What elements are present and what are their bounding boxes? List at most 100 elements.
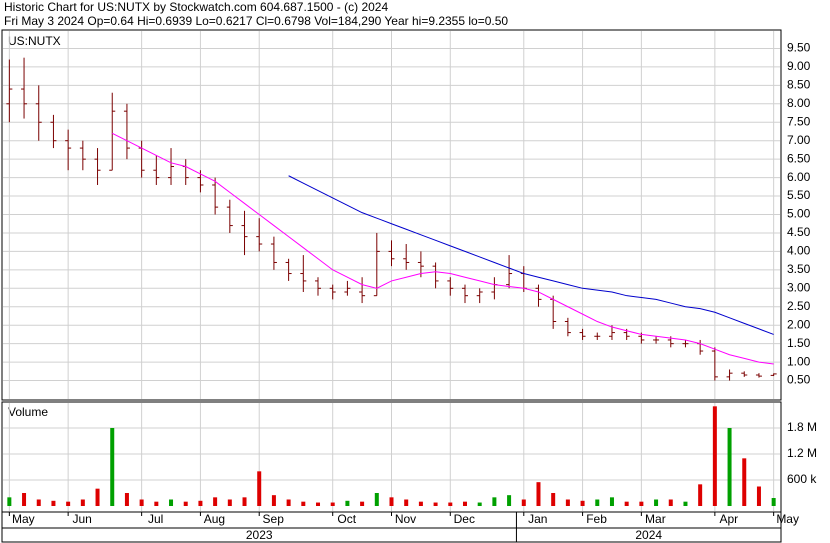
x-tick-label: Oct [337,512,356,526]
volume-bar [95,488,100,506]
volume-bar [169,499,174,506]
volume-bar [477,502,482,506]
year-label: 2023 [246,528,273,542]
volume-bar [22,493,27,506]
y-tick-label: 600 k [787,472,817,486]
volume-bar [110,428,115,506]
y-tick-label: 9.00 [787,59,811,73]
volume-bar [698,484,703,506]
volume-bar [654,499,659,506]
y-tick-label: 5.50 [787,188,811,202]
x-tick-label: Nov [395,512,416,526]
volume-bar [271,495,276,506]
x-tick-label: Apr [720,512,739,526]
volume-bar [316,502,321,506]
x-tick-label: Jan [528,512,547,526]
volume-bar [609,497,614,506]
volume-bar [286,499,291,506]
volume-bar [507,495,512,506]
volume-bar [462,501,467,506]
y-tick-label: 6.00 [787,170,811,184]
y-tick-label: 7.00 [787,133,811,147]
price-panel [1,29,782,401]
y-tick-label: 1.2 M [787,446,817,460]
chart-subtitle: Fri May 3 2024 Op=0.64 Hi=0.6939 Lo=0.62… [4,14,508,28]
x-tick-label: Sep [263,512,285,526]
y-tick-label: 3.50 [787,262,811,276]
volume-bar [404,499,409,506]
moving-average [288,175,774,335]
volume-bar [742,458,747,506]
volume-bar [374,493,379,506]
x-tick-label: Dec [454,512,475,526]
volume-bar [389,497,394,506]
y-tick-label: 4.50 [787,225,811,239]
volume-bar [448,502,453,506]
volume-bar [257,471,262,506]
volume-bar [227,499,232,506]
volume-bar [345,500,350,506]
x-tick-label: Feb [586,512,607,526]
volume-bar [213,497,218,506]
volume-bar [756,486,761,506]
y-tick-label: 6.50 [787,151,811,165]
year-label: 2024 [635,528,662,542]
x-tick-label: Mar [645,512,666,526]
volume-bar [521,499,526,506]
volume-bar [51,500,56,506]
volume-bar [154,501,159,506]
volume-title: Volume [8,405,48,419]
x-tick-label: Jun [72,512,91,526]
volume-bar [551,493,556,506]
y-tick-label: 5.00 [787,207,811,221]
y-tick-label: 1.8 M [787,420,817,434]
volume-bar [624,501,629,506]
x-tick-label: May [12,512,35,526]
volume-bar [198,500,203,506]
y-tick-label: 0.50 [787,373,811,387]
volume-bar [124,493,129,506]
y-tick-label: 7.50 [787,114,811,128]
y-tick-label: 3.00 [787,280,811,294]
x-tick-label: Jul [148,512,163,526]
volume-bar [242,497,247,506]
volume-bar [36,499,41,506]
volume-bar [683,501,688,506]
y-tick-label: 9.50 [787,41,811,55]
x-tick-label: May [776,512,799,526]
volume-bar [580,500,585,506]
volume-bar [712,406,717,506]
volume-bar [360,501,365,506]
moving-average [112,132,774,365]
y-tick-label: 1.50 [787,336,811,350]
volume-bar [66,501,71,506]
volume-bar [183,501,188,506]
y-tick-label: 2.50 [787,299,811,313]
volume-bar [139,499,144,506]
volume-bar [492,497,497,506]
y-tick-label: 2.00 [787,317,811,331]
volume-bar [727,428,732,506]
x-tick-label: Aug [204,512,225,526]
volume-bar [301,501,306,506]
volume-bar [330,502,335,506]
volume-bar [418,501,423,506]
volume-bar [80,499,85,506]
volume-bar [433,502,438,506]
volume-bar [7,497,12,506]
volume-bar [565,499,570,506]
volume-bar [536,482,541,506]
chart-title: Historic Chart for US:NUTX by Stockwatch… [4,0,388,14]
volume-bar [668,499,673,506]
volume-bar [639,501,644,506]
y-tick-label: 4.00 [787,244,811,258]
y-tick-label: 8.00 [787,96,811,110]
symbol-label: US:NUTX [8,34,61,48]
volume-bar [595,499,600,506]
volume-bar [771,498,776,506]
y-tick-label: 1.00 [787,354,811,368]
y-tick-label: 8.50 [787,78,811,92]
